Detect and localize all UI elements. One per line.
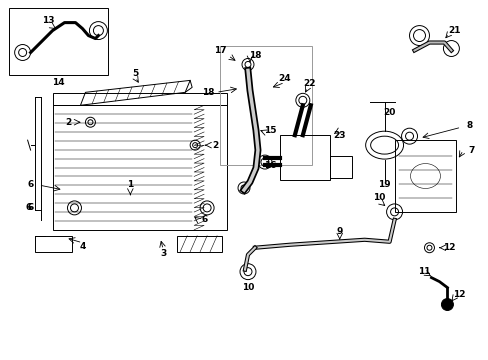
Text: 6: 6 [27, 203, 34, 212]
Text: 19: 19 [378, 180, 390, 189]
Text: 4: 4 [79, 242, 85, 251]
Bar [177, 236, 222, 252]
Text: 9: 9 [336, 227, 342, 236]
Text: 10: 10 [241, 283, 254, 292]
Text: 5: 5 [132, 69, 138, 78]
Text: 21: 21 [447, 26, 460, 35]
Text: 2: 2 [65, 118, 71, 127]
Text: 1: 1 [127, 180, 133, 189]
Text: 22: 22 [303, 79, 315, 88]
Bar [220, 45, 311, 165]
Circle shape [441, 298, 452, 310]
Text: 6: 6 [27, 180, 34, 189]
Text: 18: 18 [248, 51, 261, 60]
Text: 15: 15 [263, 126, 276, 135]
Bar [279, 135, 329, 180]
Text: 11: 11 [417, 267, 430, 276]
Text: 6: 6 [202, 215, 208, 224]
Text: 12: 12 [452, 290, 465, 299]
Bar [329, 156, 351, 178]
Text: 7: 7 [467, 145, 473, 154]
Bar [394, 140, 455, 212]
Text: 23: 23 [333, 131, 346, 140]
Text: 3: 3 [160, 249, 166, 258]
Text: 24: 24 [278, 74, 290, 83]
Text: 13: 13 [42, 16, 55, 25]
Text: 8: 8 [465, 121, 471, 130]
Bar [52, 105, 226, 230]
Text: 17: 17 [213, 46, 226, 55]
Text: 6: 6 [25, 203, 32, 212]
Text: 2: 2 [211, 141, 218, 150]
Text: 18: 18 [202, 88, 214, 97]
Text: 20: 20 [383, 108, 395, 117]
Bar [9, 8, 108, 75]
Text: 10: 10 [373, 193, 385, 202]
Text: 14: 14 [52, 78, 65, 87]
Text: 16: 16 [263, 161, 276, 170]
Bar [52, 93, 226, 105]
Bar [35, 236, 72, 252]
Text: 12: 12 [442, 243, 455, 252]
